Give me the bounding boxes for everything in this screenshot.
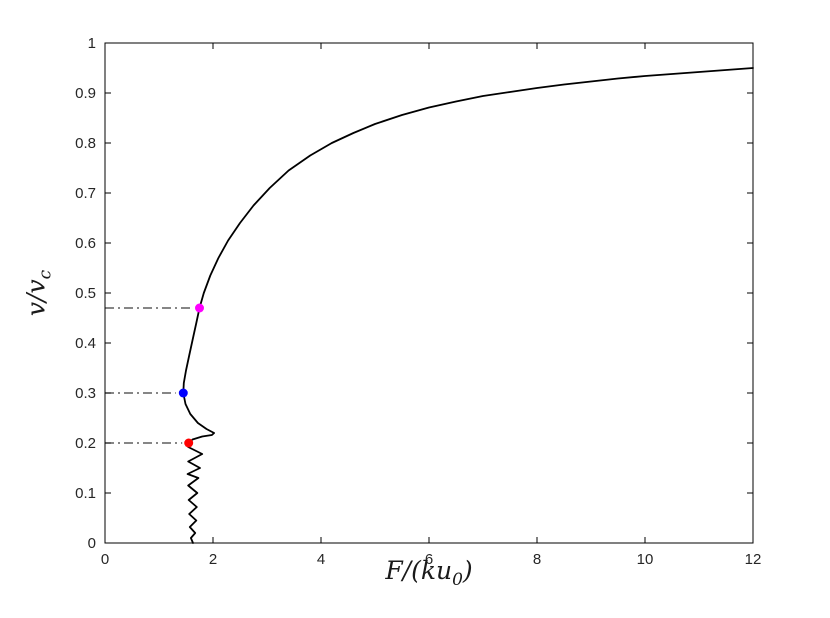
y-tick-label: 0.9 (75, 85, 96, 102)
y-tick-label: 0.1 (75, 485, 96, 502)
y-tick-label: 0.6 (75, 235, 96, 252)
x-tick-label: 12 (745, 551, 762, 568)
y-tick-label: 0.7 (75, 185, 96, 202)
x-tick-label: 0 (101, 551, 109, 568)
x-tick-label: 4 (317, 551, 325, 568)
tick-labels-group: 0 2 4 6 8 10 12 0 0.1 0.2 0.3 0.4 0.5 0.6 0.7 0.8 0.9 1 (75, 35, 761, 568)
y-tick-label: 0.2 (75, 435, 96, 452)
markers-group (178, 303, 204, 448)
magenta-point (195, 303, 204, 313)
curve-group (182, 67, 754, 544)
blue-point (178, 388, 188, 398)
guide-lines-group (105, 307, 192, 444)
y-tick-label: 0 (88, 535, 96, 552)
axes-group (104, 42, 754, 544)
y-tick-label: 1 (88, 35, 96, 52)
x-tick-label: 2 (209, 551, 217, 568)
y-tick-label: 0.5 (75, 285, 96, 302)
x-tick-label: 8 (533, 551, 541, 568)
y-tick-label: 0.3 (75, 385, 96, 402)
red-point (184, 438, 194, 448)
x-tick-label: 10 (637, 551, 654, 568)
plot-box (104, 42, 754, 544)
x-tick-label: 6 (425, 551, 433, 568)
y-tick-label: 0.8 (75, 135, 96, 152)
y-tick-label: 0.4 (75, 335, 96, 352)
force-velocity-curve (182, 67, 754, 544)
